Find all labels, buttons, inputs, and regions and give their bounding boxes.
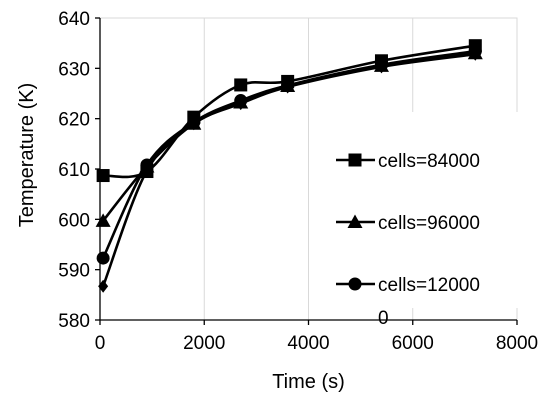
legend-marker (348, 153, 362, 167)
data-point (95, 213, 111, 227)
legend-item: cells=96000 (336, 213, 480, 234)
legend-label: cells=96000 (378, 213, 480, 234)
y-tick-label: 640 (58, 9, 90, 30)
series-group (95, 39, 483, 293)
data-point (188, 117, 199, 131)
x-tick-label: 8000 (496, 333, 538, 354)
y-tick-label: 630 (58, 59, 90, 80)
data-point (470, 47, 481, 61)
legend-marker (347, 214, 363, 228)
x-axis-title: Time (s) (272, 371, 345, 393)
y-tick-label: 580 (58, 311, 90, 332)
data-point (234, 78, 248, 92)
legend-background (325, 112, 525, 308)
legend-label: cells=12000 (378, 275, 480, 296)
y-tick-label: 620 (58, 110, 90, 131)
legend-item: cells=12000 0 (336, 275, 480, 329)
x-tick-label: 2000 (183, 333, 225, 354)
tick-labels: 0 2000 4000 6000 8000 580 590 600 610 620 630 640 (58, 9, 538, 354)
legend-label: 0 (378, 308, 389, 329)
data-point (376, 60, 387, 74)
x-tick-label: 4000 (287, 333, 329, 354)
data-point (96, 251, 110, 265)
data-point (98, 279, 109, 293)
x-tick-label: 0 (95, 333, 106, 354)
data-point (282, 80, 293, 94)
y-tick-label: 610 (58, 160, 90, 181)
x-tick-label: 6000 (392, 333, 434, 354)
legend-label: cells=84000 (378, 151, 480, 172)
legend-marker (348, 277, 362, 291)
axes (95, 17, 518, 325)
legend: cells=84000 cells=96000 cells=12000 0 (325, 112, 525, 329)
series-4 (98, 47, 481, 293)
data-point (235, 97, 246, 111)
y-tick-label: 590 (58, 261, 90, 282)
data-point (96, 169, 110, 183)
y-axis-title: Temperature (K) (16, 83, 38, 228)
data-point (141, 164, 152, 178)
legend-item: cells=84000 (336, 151, 480, 172)
y-tick-label: 600 (58, 210, 90, 231)
